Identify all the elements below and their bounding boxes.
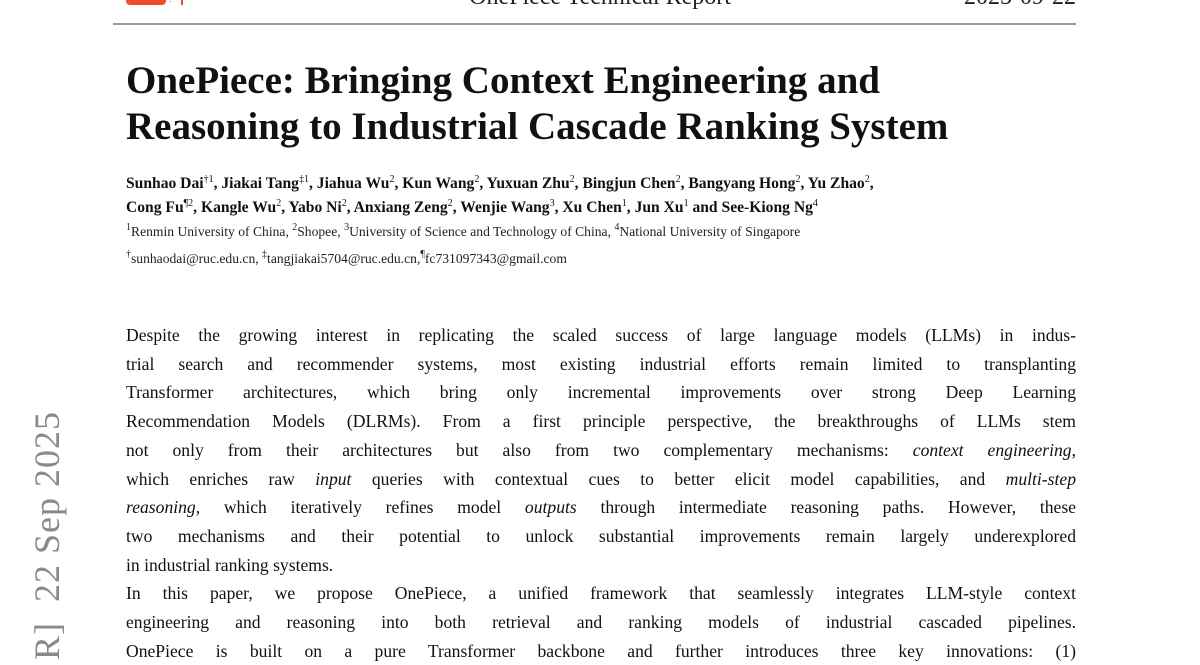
logo-mark [170,0,177,2]
text: not only from their architectures but al… [126,439,913,460]
text: Recommendation Models (DLRMs). From a fi… [126,411,1076,432]
affiliation-number: 2 [292,222,298,233]
paper-title: OnePiece: Bringing Context Engineering a… [126,58,948,150]
text: through intermediate reasoning paths. Ho… [576,497,1076,518]
report-date: 2025-09-22 [964,0,1076,11]
text: engineering and reasoning into both retr… [126,612,1076,633]
author-line: Cong Fu¶2, Kangle Wu2, Yabo Ni2, Anxiang… [126,198,818,217]
author-name: Bingjun Chen [582,175,676,192]
author-name: See-Kiong Ng [721,199,813,216]
email-mark: ¶ [420,249,425,260]
text: in industrial ranking systems. [126,554,334,575]
emphasis: multi-step [1005,468,1076,489]
author-list: Sunhao Dai†1, Jiakai Tang‡1, Jiahua Wu2,… [126,172,874,220]
header-rule [113,23,1076,25]
author-affiliation-mark: ‡1 [298,174,309,185]
author-name: Kangle Wu [200,199,277,216]
abstract-line: two mechanisms and their potential to un… [126,522,1076,551]
author-affiliation-mark: ¶2 [183,198,194,209]
affiliation-name: National University of Singapore [619,224,801,239]
author-name: Jiakai Tang [221,175,299,192]
author-line: Sunhao Dai†1, Jiakai Tang‡1, Jiahua Wu2,… [126,174,874,193]
emails: †sunhaodai@ruc.edu.cn, ‡tangjiakai5704@r… [126,249,567,267]
abstract-line: Recommendation Models (DLRMs). From a fi… [126,407,1076,436]
author-name: Anxiang Zeng [353,199,448,216]
email-address: sunhaodai@ruc.edu.cn [131,251,256,266]
author-name: Yabo Ni [288,199,342,216]
text: which enriches raw [126,468,316,489]
text: OnePiece is built on a pure Transformer … [126,640,1076,661]
emphasis: reasoning [126,497,196,518]
author-affiliation-mark: 2 [341,198,347,209]
text: Despite the growing interest in replicat… [126,325,1076,345]
title-line: OnePiece: Bringing Context Engineering a… [126,59,880,102]
author-affiliation-mark: 2 [675,174,681,185]
author-name: Bangyang Hong [688,175,796,192]
abstract-line: in industrial ranking systems. [126,551,1076,580]
author-affiliation-mark: 2 [389,174,395,185]
author-affiliation-mark: 2 [447,198,453,209]
affiliation-name: University of Science and Technology of … [349,224,608,239]
running-title: OnePiece Technical Report [0,0,1200,11]
affiliation-number: 4 [614,222,620,233]
affiliation-number: 3 [344,222,350,233]
email-mark: † [126,249,131,260]
abstract-line: not only from their architectures but al… [126,436,1076,465]
author-name: Sunhao Dai [126,175,204,192]
author-affiliation-mark: 1 [621,198,627,209]
author-name: Kun Wang [402,175,475,192]
title-line: Reasoning to Industrial Cascade Ranking … [126,105,949,148]
text: , [1071,439,1077,460]
author-name: Xu Chen [562,199,622,216]
author-affiliation-mark: 2 [276,198,282,209]
abstract-line: reasoning, which iteratively refines mod… [126,493,1076,522]
abstract-line: Transformer architectures, which bring o… [126,378,1076,407]
author-affiliation-mark: 2 [864,174,870,185]
emphasis: context engineering [912,439,1072,460]
text: trial search and recommender systems, mo… [126,353,1076,374]
author-name: Jun Xu [634,199,684,216]
text: , which iteratively refines model [195,497,525,518]
email-mark: ‡ [262,249,268,260]
author-affiliation-mark: 2 [795,174,801,185]
author-affiliation-mark: †1 [203,174,214,185]
text: two mechanisms and their potential to un… [126,525,1076,546]
author-name: Cong Fu [126,199,184,216]
abstract-line: which enriches raw input queries with co… [126,465,1076,494]
abstract-line: Despite the growing interest in replicat… [126,321,1076,350]
author-name: Jiahua Wu [316,175,390,192]
text: Transformer architectures, which bring o… [126,382,1076,403]
author-affiliation-mark: 2 [474,174,480,185]
text: queries with contextual cues to better e… [351,468,1006,489]
author-name: Yuxuan Zhu [486,175,570,192]
abstract-line: In this paper, we propose OnePiece, a un… [126,579,1076,608]
arxiv-stamp: R] 22 Sep 2025 [27,411,67,660]
affiliation-number: 1 [126,222,131,233]
email-address: fc731097343@gmail.com [424,251,567,266]
email-address: tangjiakai5704@ruc.edu.cn [267,251,417,266]
author-affiliation-mark: 1 [683,198,689,209]
affiliation-name: Shopee [297,224,338,239]
author-affiliation-mark: 4 [812,198,818,209]
abstract: Despite the growing interest in replicat… [126,321,1076,665]
abstract-line: trial search and recommender systems, mo… [126,350,1076,379]
text: In this paper, we propose OnePiece, a un… [126,583,1076,604]
emphasis: input [315,468,352,489]
abstract-line: OnePiece is built on a pure Transformer … [126,637,1076,665]
author-affiliation-mark: 2 [569,174,575,185]
affiliations: 1Renmin University of China, 2Shopee, 3U… [126,222,801,240]
author-affiliation-mark: 3 [549,198,555,209]
emphasis: outputs [524,497,577,518]
abstract-line: engineering and reasoning into both retr… [126,608,1076,637]
author-name: Wenjie Wang [460,199,550,216]
logo [126,0,166,5]
logo-divider [181,0,183,5]
author-name: Yu Zhao [807,175,865,192]
affiliation-name: Renmin University of China [131,224,286,239]
